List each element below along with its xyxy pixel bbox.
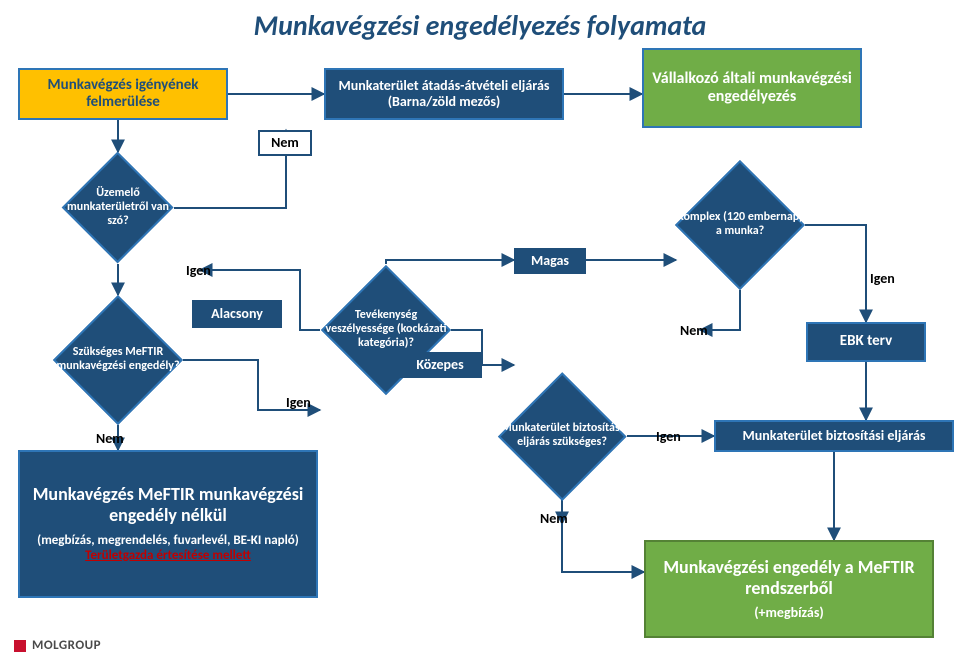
box-ebk-text: EBK terv <box>840 333 892 350</box>
label-magas-text: Magas <box>531 253 569 269</box>
box-permit-from-meftir: Munkavégzési engedély a MeFTIR rendszerb… <box>644 540 934 638</box>
label-nem-2: Nem <box>96 430 124 447</box>
label-magas: Magas <box>514 248 586 274</box>
diamond-securing-label: Munkaterület biztosítási eljárás szükség… <box>498 372 626 500</box>
box-handover-text: Munkaterület átadás-átvételi eljárás (Ba… <box>332 78 556 110</box>
label-igen-1: Igen <box>186 262 211 279</box>
logo-text: MOLGROUP <box>32 638 101 653</box>
page-title: Munkavégzési engedélyezés folyamata <box>215 8 745 43</box>
label-igen-3: Igen <box>656 428 681 445</box>
label-kozepes-text: Közepes <box>416 357 463 373</box>
diamond-complex-label: Komplex (120 embernap) a munka? <box>675 160 805 290</box>
logo-square-icon <box>14 640 26 652</box>
b6-sub2: Területgazda értesítése mellett <box>85 549 251 564</box>
label-igen-4: Igen <box>870 270 895 287</box>
label-alacsony: Alacsony <box>192 300 282 328</box>
box-work-need-text: Munkavégzés igényének felmerülése <box>26 77 220 112</box>
label-nem-3: Nem <box>540 510 568 527</box>
label-nem-framed-text: Nem <box>271 135 299 151</box>
label-nem-4: Nem <box>680 322 708 339</box>
diamond-meftir-label: Szükséges MeFTIR munkavégzési engedély? <box>53 295 183 425</box>
b6-sub1: (megbízás, megrendelés, fuvarlevél, BE-K… <box>37 534 299 549</box>
label-nem-framed: Nem <box>258 130 312 156</box>
box-work-without-permit: Munkavégzés MeFTIR munkavégzési engedély… <box>18 450 318 598</box>
box-ebk-plan: EBK terv <box>806 322 926 362</box>
box-area-securing: Munkaterület biztosítási eljárás <box>714 420 954 452</box>
b6-title: Munkavégzés MeFTIR munkavégzési engedély… <box>26 484 310 525</box>
label-kozepes: Közepes <box>398 352 482 378</box>
flowchart-stage: { "title": { "text": "Munkavégzési enged… <box>0 0 960 661</box>
box-work-need: Munkavégzés igényének felmerülése <box>18 68 228 120</box>
box-contractor-text: Vállalkozó általi munkavégzési engedélye… <box>650 70 854 107</box>
b7-title: Munkavégzési engedély a MeFTIR rendszerb… <box>652 557 926 598</box>
molgroup-logo: MOLGROUP <box>14 638 101 653</box>
label-igen-2: Igen <box>286 394 311 411</box>
b7-sub: (+megbízás) <box>754 605 824 621</box>
box-handover-procedure: Munkaterület átadás-átvételi eljárás (Ba… <box>324 68 564 120</box>
label-alacsony-text: Alacsony <box>211 306 263 322</box>
box-area-securing-text: Munkaterület biztosítási eljárás <box>743 428 926 444</box>
box-contractor-permit: Vállalkozó általi munkavégzési engedélye… <box>642 48 862 128</box>
diamond-operating-area-label: Üzemelő munkaterületről van szó? <box>62 152 174 264</box>
